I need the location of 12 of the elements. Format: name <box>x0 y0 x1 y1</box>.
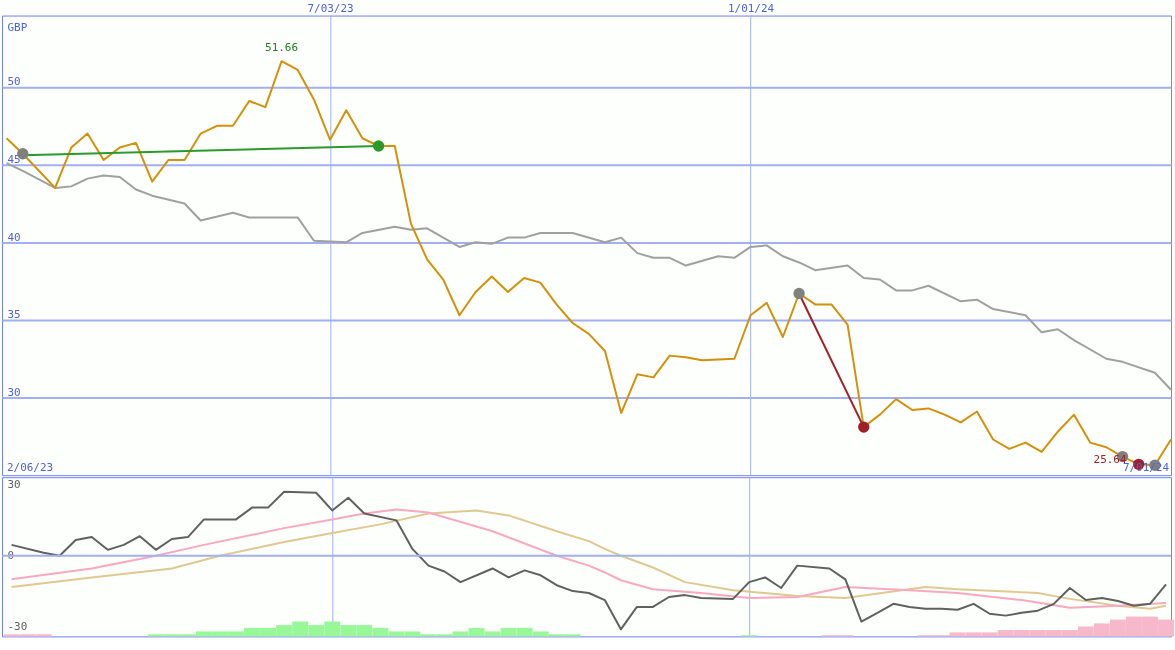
x-tick-label: 1/01/24 <box>727 2 775 16</box>
annotation: 2/06/23 <box>6 461 54 475</box>
x-tick-label: 7/03/23 <box>307 2 354 16</box>
y-tick-label: 45 <box>7 153 21 167</box>
y-axis-title: GBP <box>7 20 28 34</box>
y-tick-label: -30 <box>7 619 28 633</box>
annotation: 51.66 <box>265 41 299 55</box>
y-tick-label: 40 <box>7 230 21 244</box>
y-tick-label: 30 <box>7 478 21 492</box>
y-tick-label: 50 <box>7 75 21 89</box>
y-tick-label: 35 <box>7 308 21 322</box>
y-tick-label: 30 <box>7 386 21 400</box>
